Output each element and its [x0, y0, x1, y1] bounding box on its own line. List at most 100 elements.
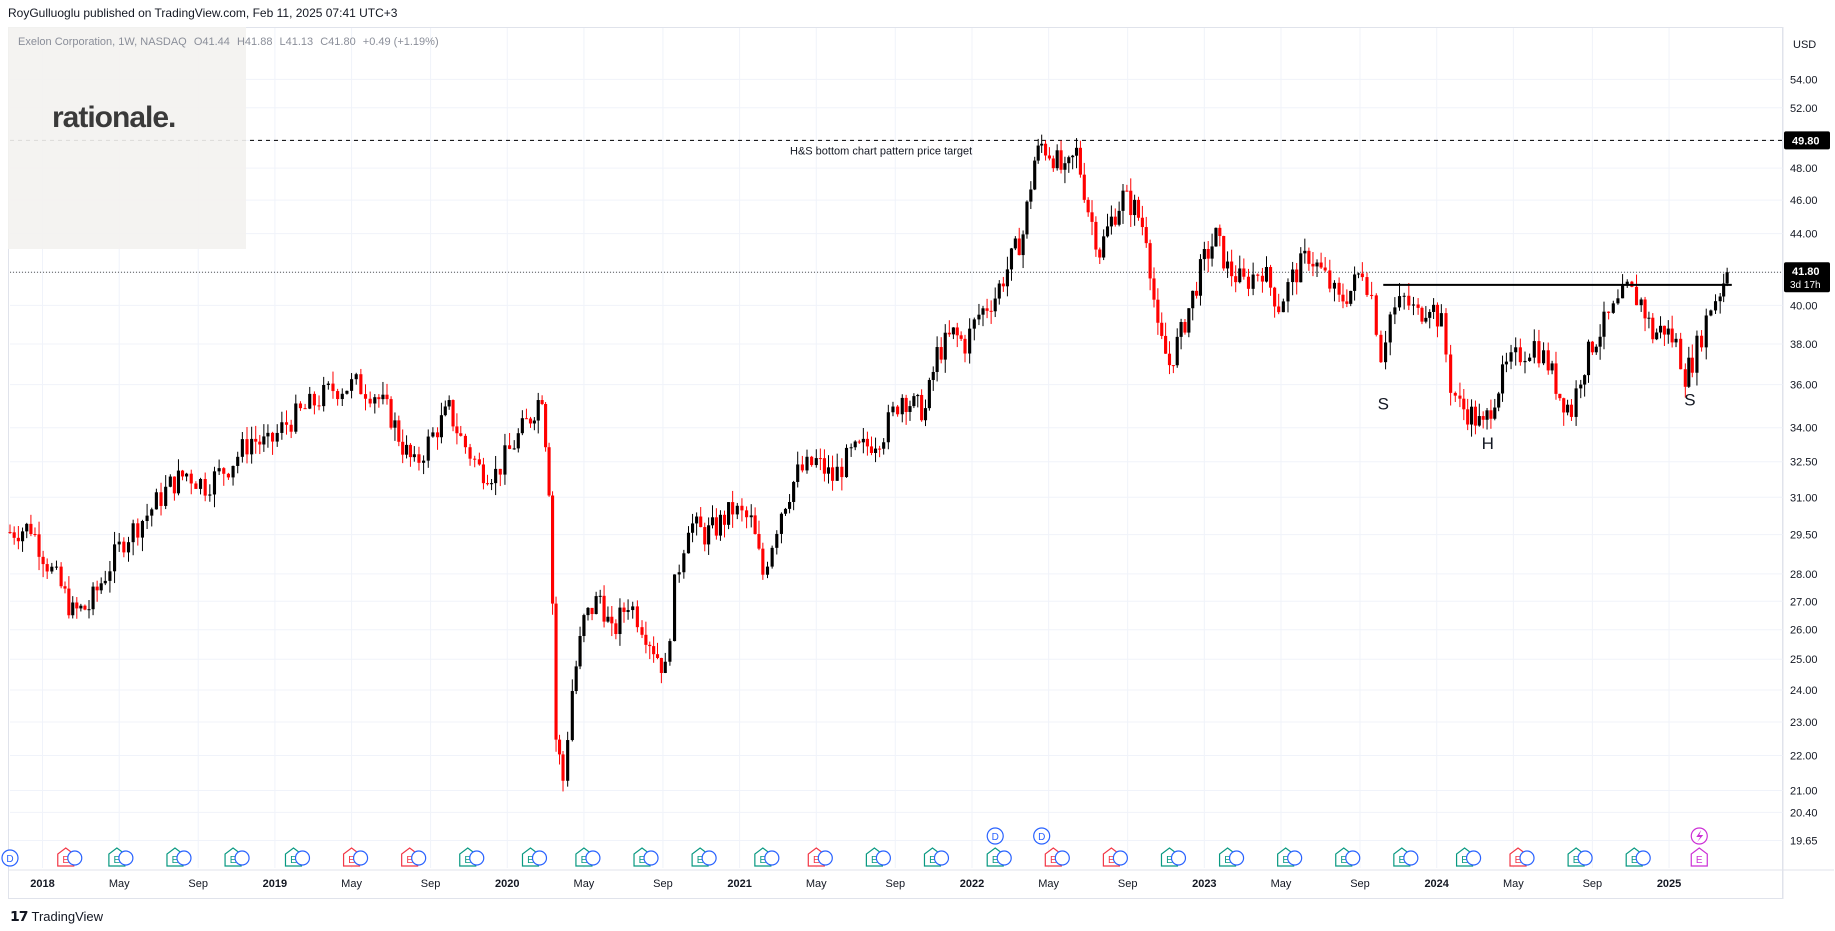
candle-body — [1481, 416, 1485, 420]
candle-body — [303, 408, 307, 410]
candle-body — [1059, 150, 1063, 170]
rationale-logo: rationale. — [52, 101, 176, 134]
candle-body — [1136, 199, 1141, 218]
y-tick-label: 25.00 — [1790, 654, 1818, 666]
candle-body — [800, 464, 804, 471]
candle-body — [703, 527, 707, 545]
candle-body — [735, 505, 739, 515]
candle-body — [1598, 336, 1602, 347]
y-tick-label: 34.00 — [1790, 423, 1818, 435]
candle-body — [1268, 266, 1273, 288]
candle-body — [126, 542, 131, 553]
earnings-badge-letter: E — [992, 855, 999, 866]
candle-body — [1156, 299, 1160, 323]
dividend-badge-icon — [176, 850, 192, 866]
candle-body — [968, 328, 972, 354]
candle-body — [490, 483, 494, 485]
candle-body — [849, 447, 853, 449]
candle-body — [1485, 410, 1489, 420]
candle-body — [582, 615, 586, 637]
candle-body — [1658, 325, 1663, 333]
earnings-badge-letter: E — [1696, 855, 1703, 866]
earnings-badge-letter: E — [348, 855, 355, 866]
candle-body — [1590, 341, 1594, 353]
candle-body — [783, 508, 788, 514]
candle-body — [896, 406, 900, 415]
candle-body — [1098, 249, 1102, 258]
earnings-badge-letter: E — [464, 855, 471, 866]
y-tick-label: 40.00 — [1790, 300, 1818, 312]
candle-body — [37, 534, 41, 557]
dividend-badge-icon — [294, 850, 311, 866]
candle-body — [822, 458, 826, 474]
candle-body — [1550, 363, 1554, 371]
y-tick-label: 19.65 — [1790, 836, 1818, 848]
candle-body — [1365, 277, 1369, 295]
candle-body — [818, 458, 822, 460]
dividend-badge-icon — [411, 850, 427, 866]
candle-body — [1586, 341, 1591, 376]
dividend-badge-icon — [234, 850, 250, 866]
candle-body — [1013, 238, 1017, 249]
candle-body — [1500, 364, 1505, 394]
x-tick-label: Sep — [886, 878, 906, 890]
candle-body — [622, 607, 626, 612]
candle-body — [1238, 268, 1242, 283]
candle-body — [904, 397, 908, 412]
candle-body — [1411, 304, 1416, 306]
candle-body — [1090, 212, 1094, 222]
target-price-badge — [1784, 131, 1830, 150]
candle-body — [1469, 406, 1474, 425]
earnings-badge-letter: E — [406, 855, 413, 866]
footer-brand[interactable]: 𝟭𝟳 TradingView — [10, 908, 103, 925]
candle-body — [1374, 295, 1378, 335]
candle-body — [1477, 416, 1481, 426]
candle-body — [194, 483, 198, 489]
candle-body — [185, 473, 189, 477]
candle-body — [908, 406, 912, 412]
candle-body — [354, 374, 358, 380]
candle-body — [931, 371, 935, 380]
candle-body — [810, 456, 814, 466]
candle-body — [203, 478, 207, 496]
candle-body — [1356, 273, 1361, 275]
x-tick-label: May — [806, 878, 827, 890]
candle-body — [99, 583, 103, 591]
candle-body — [212, 471, 217, 495]
earnings-badge-letter: E — [230, 855, 237, 866]
open-value: O41.44 — [193, 36, 230, 48]
candle-body — [981, 308, 985, 315]
candle-body — [631, 606, 635, 611]
candle-body — [1349, 290, 1353, 304]
candle-body — [1167, 353, 1172, 366]
candle-body — [878, 448, 882, 450]
candle-body — [652, 646, 656, 655]
candle-body — [1532, 341, 1536, 358]
candle-body — [1256, 274, 1260, 276]
candle-body — [1303, 250, 1307, 254]
x-tick-label: May — [109, 878, 130, 890]
candle-body — [1102, 236, 1106, 258]
candle-body — [1121, 190, 1125, 211]
candle-body — [939, 347, 943, 360]
candle-body — [1214, 227, 1218, 247]
y-tick-label: 52.00 — [1790, 103, 1818, 115]
candle-body — [788, 501, 792, 509]
candle-body — [1295, 269, 1299, 283]
candle-body — [1379, 334, 1383, 363]
candle-body — [927, 379, 931, 409]
candle-body — [71, 602, 75, 616]
y-tick-label: 38.00 — [1790, 339, 1818, 351]
candle-body — [1439, 313, 1443, 327]
earnings-badge-letter: E — [639, 855, 646, 866]
candle-body — [1402, 295, 1406, 297]
candle-body — [1082, 174, 1086, 200]
candle-body — [690, 523, 695, 533]
earnings-badge-letter: E — [760, 855, 767, 866]
last-price-countdown: 3d 17h — [1790, 280, 1821, 291]
candle-body — [136, 523, 140, 538]
pattern-label: S — [1378, 395, 1389, 414]
candle-body — [916, 394, 920, 397]
candle-body — [512, 448, 516, 450]
